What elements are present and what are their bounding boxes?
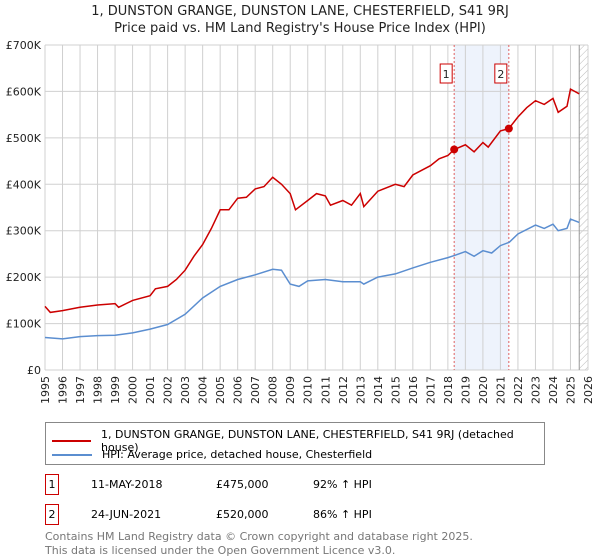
y-tick-label: £200K — [6, 271, 42, 284]
x-tick-label: 2024 — [547, 376, 560, 404]
sale-flag — [494, 63, 508, 84]
x-tick-label: 2015 — [389, 376, 402, 404]
sale-row-1: 1 11-MAY-2018 £475,000 92% ↑ HPI — [45, 474, 545, 496]
x-tick-label: 2012 — [337, 376, 350, 404]
sale-hpi: 92% ↑ HPI — [313, 478, 372, 491]
x-tick-label: 2026 — [582, 376, 595, 404]
x-tick-label: 2017 — [424, 376, 437, 404]
x-tick-label: 1998 — [92, 376, 105, 404]
y-tick-label: £700K — [6, 39, 42, 52]
x-tick-label: 2010 — [302, 376, 315, 404]
legend-blue-line — [52, 453, 92, 456]
x-tick-label: 2009 — [284, 376, 297, 404]
footer-copyright: Contains HM Land Registry data © Crown c… — [45, 530, 473, 543]
chart-subtitle: Price paid vs. HM Land Registry's House … — [114, 21, 486, 36]
chart-title: 1, DUNSTON GRANGE, DUNSTON LANE, CHESTER… — [91, 4, 509, 19]
legend-red-line — [52, 440, 92, 442]
y-tick-label: £400K — [6, 178, 42, 191]
x-tick-label: 2008 — [267, 376, 280, 404]
sale-flag — [439, 63, 453, 84]
x-tick-label: 1995 — [39, 376, 52, 404]
x-tick-label: 2000 — [127, 376, 140, 404]
x-tick-label: 2001 — [144, 376, 157, 404]
y-tick-label: £500K — [6, 132, 42, 145]
sale-point — [504, 124, 513, 133]
forecast-hatch — [579, 45, 588, 370]
sale-row-2: 2 24-JUN-2021 £520,000 86% ↑ HPI — [45, 504, 545, 526]
sale-flag-label: 2 — [497, 68, 504, 81]
x-tick-label: 2016 — [407, 376, 420, 404]
x-tick-label: 1997 — [74, 376, 87, 404]
x-tick-label: 2006 — [232, 376, 245, 404]
x-tick-label: 2025 — [564, 376, 577, 404]
x-tick-label: 2003 — [179, 376, 192, 404]
sale-price: £520,000 — [216, 508, 269, 521]
y-tick-label: £300K — [6, 225, 42, 238]
sale-hpi: 86% ↑ HPI — [313, 508, 372, 521]
x-tick-label: 2022 — [512, 376, 525, 404]
x-tick-label: 2014 — [372, 376, 385, 404]
x-tick-label: 2005 — [214, 376, 227, 404]
x-tick-label: 2019 — [459, 376, 472, 404]
sale-badge: 2 — [45, 504, 59, 525]
x-tick-label: 2018 — [442, 376, 455, 404]
sale-date: 24-JUN-2021 — [91, 508, 162, 521]
sale-period-shade — [454, 45, 509, 370]
sale-badge: 1 — [45, 474, 59, 495]
x-tick-label: 2020 — [477, 376, 490, 404]
sale-date: 11-MAY-2018 — [91, 478, 163, 491]
legend: 1, DUNSTON GRANGE, DUNSTON LANE, CHESTER… — [45, 422, 545, 465]
x-tick-label: 2023 — [529, 376, 542, 404]
sale-point — [450, 145, 459, 154]
hpi-line — [44, 218, 580, 340]
plot-area: 1995 1996 1997 1998 1999 2000 2001 2002 2003 2004… — [6, 39, 595, 404]
x-tick-label: 1999 — [109, 376, 122, 404]
x-tick-label: 2002 — [162, 376, 175, 404]
x-tick-label: 2004 — [197, 376, 210, 404]
footer-licence: This data is licensed under the Open Gov… — [45, 544, 396, 557]
x-tick-label: 2007 — [249, 376, 262, 404]
legend-label-hpi: HPI: Average price, detached house, Ches… — [102, 448, 373, 461]
y-tick-label: £600K — [6, 85, 42, 98]
x-tick-label: 2011 — [319, 376, 332, 404]
y-tick-label: £0 — [27, 364, 41, 377]
legend-label-property: 1, DUNSTON GRANGE, DUNSTON LANE, CHESTER… — [101, 428, 514, 454]
sale-flag-label: 1 — [443, 68, 450, 81]
x-tick-label: 2021 — [494, 376, 507, 404]
x-tick-label: 1996 — [57, 376, 70, 404]
x-tick-label: 2013 — [354, 376, 367, 404]
sale-price: £475,000 — [216, 478, 269, 491]
y-tick-label: £100K — [6, 318, 42, 331]
